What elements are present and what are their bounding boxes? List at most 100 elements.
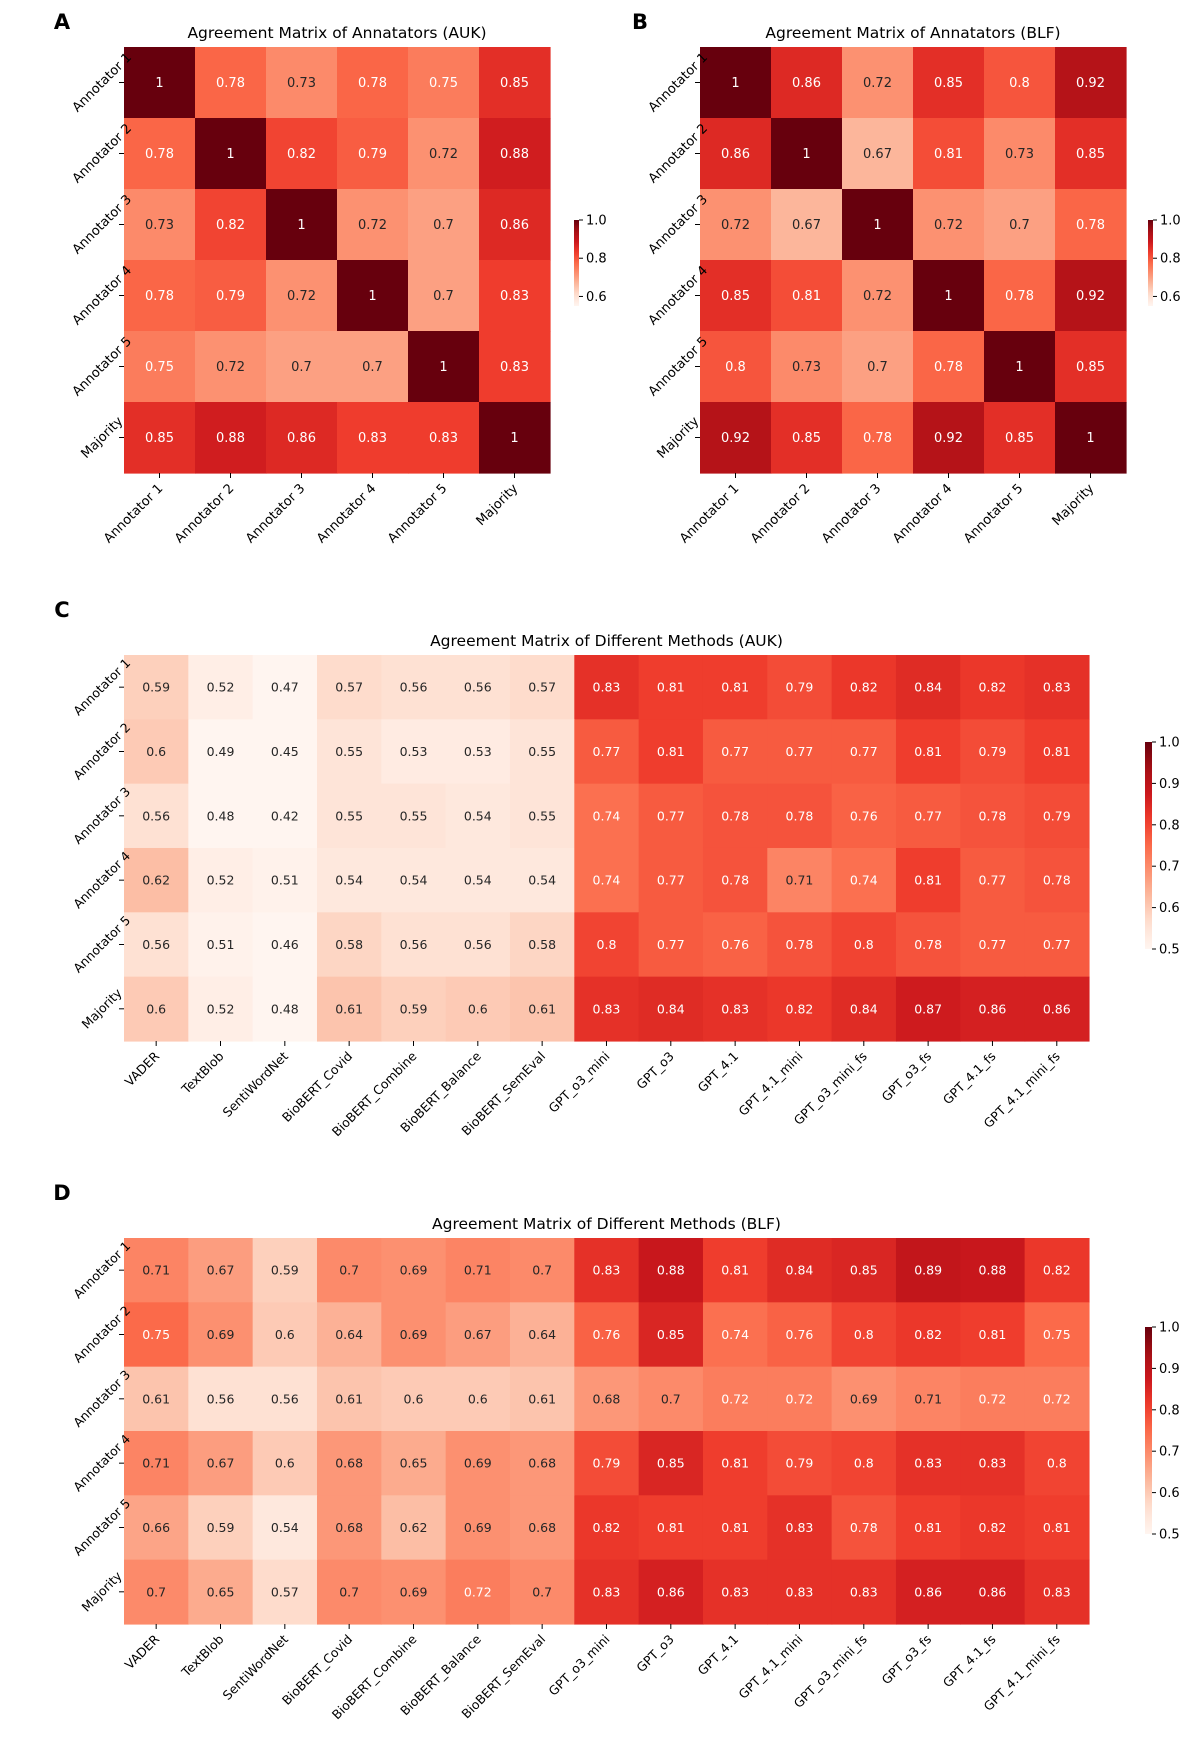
x-tick-label: TextBlob [178, 1631, 227, 1680]
heatmap-cell [831, 1495, 897, 1561]
cell-labels: 0.71 0.67 0.59 0.7 0.69 0.71 0.7 0.83 0.88 0.81 0.… [142, 1263, 1070, 1600]
heatmap-cell [1024, 976, 1090, 1042]
heatmap-cell [381, 1495, 447, 1561]
cell-value: 0.83 [593, 680, 621, 695]
heatmap-cell [702, 783, 768, 849]
cell-value: 0.81 [1043, 744, 1071, 759]
heatmap-cell [266, 118, 338, 190]
heatmap-cell [960, 1559, 1026, 1625]
cell-value: 0.72 [786, 1391, 814, 1406]
cell-value: 0.89 [914, 1263, 942, 1278]
cell-value: 0.48 [271, 1001, 299, 1016]
heatmap-cell [266, 402, 338, 474]
cell-value: 1 [510, 431, 518, 446]
cell-value: 0.75 [145, 360, 174, 375]
cell-value: 0.71 [464, 1263, 492, 1278]
cell-value: 0.83 [850, 1584, 878, 1599]
x-tick-label: Annotator 5 [961, 481, 1026, 546]
heatmap-cell [479, 118, 551, 190]
heatmap-cell [479, 402, 551, 474]
heatmap-cell [913, 118, 985, 190]
colorbar-tick-label: 0.9 [1159, 1362, 1180, 1377]
cell-value: 0.72 [979, 1391, 1007, 1406]
cell-value: 0.8 [1009, 76, 1030, 91]
cell-value: 0.67 [207, 1263, 235, 1278]
heatmap-cell [984, 402, 1056, 474]
cell-value: 0.7 [867, 360, 888, 375]
cell-value: 0.8 [597, 937, 617, 952]
cell-value: 0.56 [142, 808, 170, 823]
heatmap-cell [895, 847, 961, 913]
heatmap-cell [767, 1430, 833, 1496]
cell-value: 0.72 [287, 289, 316, 304]
heatmap-cell [445, 783, 511, 849]
cell-value: 0.81 [914, 1520, 942, 1535]
colorbar-scale [1145, 1327, 1152, 1534]
cell-value: 1 [802, 147, 810, 162]
cell-value: 0.7 [362, 360, 383, 375]
x-tick-label: Majority [474, 481, 522, 529]
cell-value: 0.56 [400, 937, 428, 952]
cell-value: 0.81 [934, 147, 963, 162]
cell-value: 0.79 [1043, 808, 1071, 823]
cell-value: 0.85 [1076, 360, 1105, 375]
heatmap-cell [381, 1366, 447, 1432]
cell-value: 0.78 [721, 808, 749, 823]
heatmap-cell [124, 118, 196, 190]
colorbar: 1.0 0.8 0.6 [1148, 214, 1181, 306]
heatmap-cell [195, 331, 267, 403]
cell-value: 0.77 [979, 937, 1007, 952]
heatmap-cell [266, 331, 338, 403]
heatmap-cell [445, 655, 511, 720]
x-tick-label: Annotator 2 [172, 481, 237, 546]
cell-value: 0.56 [464, 680, 492, 695]
heatmap-cell [771, 402, 843, 474]
cell-value: 0.77 [786, 744, 814, 759]
cell-value: 0.68 [335, 1520, 363, 1535]
cell-value: 0.86 [657, 1584, 685, 1599]
heatmap-cell [767, 847, 833, 913]
cell-value: 0.77 [979, 873, 1007, 888]
cell-value: 0.51 [271, 873, 299, 888]
heatmap-cell [984, 47, 1056, 119]
heatmap-cells [124, 655, 1090, 1042]
heatmap-cell [895, 1495, 961, 1561]
cell-value: 0.83 [429, 431, 458, 446]
cell-value: 0.6 [468, 1001, 488, 1016]
heatmap-cell [700, 118, 772, 190]
cell-value: 0.57 [528, 680, 556, 695]
cell-value: 0.83 [721, 1001, 749, 1016]
heatmap-cell [767, 1238, 833, 1303]
cell-value: 0.6 [146, 1001, 166, 1016]
heatmap-cell [895, 719, 961, 785]
heatmap-cell [1055, 118, 1127, 190]
cell-value: 0.78 [358, 76, 387, 91]
cell-value: 0.8 [854, 937, 874, 952]
colorbar-tick-label: 0.8 [586, 252, 607, 267]
cell-value: 0.81 [1043, 1520, 1071, 1535]
cell-value: 0.86 [721, 147, 750, 162]
heatmap-cell [767, 1366, 833, 1432]
heatmap-cell [381, 847, 447, 913]
cell-value: 0.81 [657, 744, 685, 759]
heatmap-cell [638, 655, 704, 720]
cell-value: 0.67 [207, 1456, 235, 1471]
cell-value: 0.85 [1076, 147, 1105, 162]
cell-value: 0.69 [400, 1327, 428, 1342]
heatmap-cell [913, 402, 985, 474]
cell-value: 0.81 [979, 1327, 1007, 1342]
cell-value: 0.77 [657, 937, 685, 952]
heatmap-cell [124, 783, 189, 849]
heatmap-cell [842, 189, 914, 261]
cell-value: 0.67 [792, 218, 821, 233]
heatmap-cell [509, 1559, 575, 1625]
colorbar-tick-label: 0.9 [1159, 777, 1180, 792]
heatmap-cell [831, 783, 897, 849]
heatmap-cell [638, 847, 704, 913]
cell-value: 0.61 [142, 1391, 170, 1406]
cell-value: 0.56 [142, 937, 170, 952]
cell-value: 0.86 [287, 431, 316, 446]
cell-value: 0.56 [207, 1391, 235, 1406]
cell-value: 0.7 [433, 218, 454, 233]
heatmap-cell [638, 1430, 704, 1496]
